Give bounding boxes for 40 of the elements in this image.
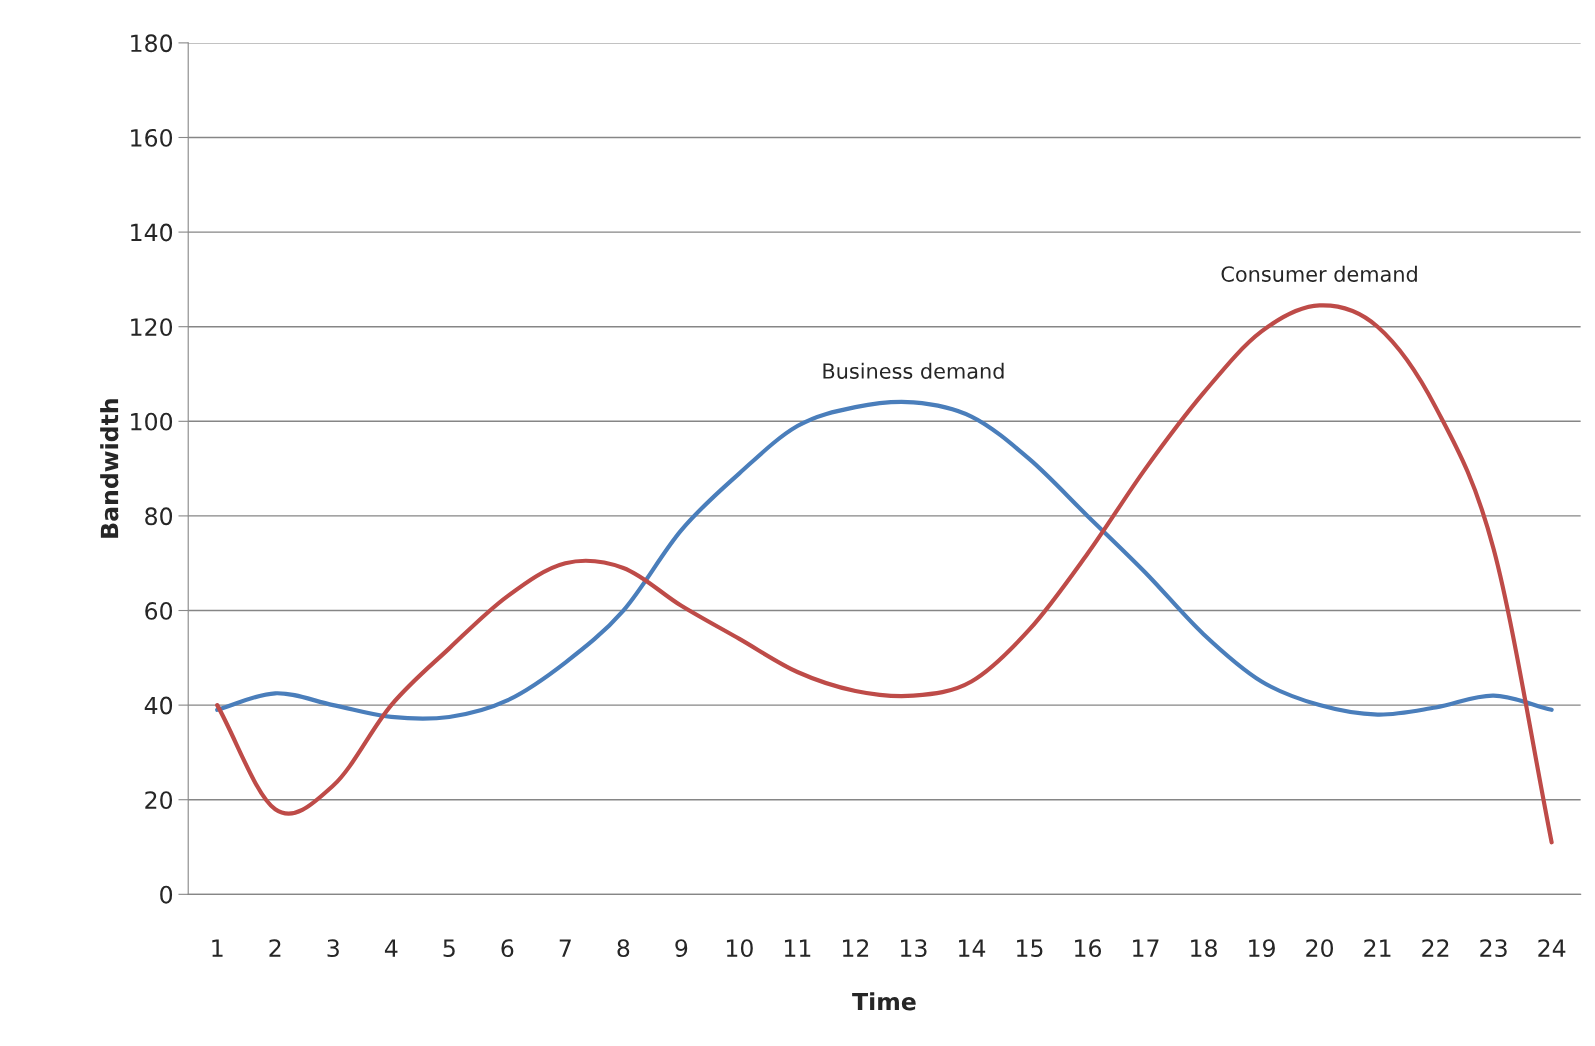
x-tick-label: 18 <box>1191 939 1217 958</box>
x-tick-label: 8 <box>617 939 630 958</box>
y-axis-title: Bandwidth <box>100 399 119 538</box>
x-tick-label: 16 <box>1075 939 1102 958</box>
x-tick-label: 1 <box>212 939 223 957</box>
x-tick-label: 21 <box>1364 939 1391 957</box>
x-tick-label: 19 <box>1249 939 1275 958</box>
y-tick-label: 0 <box>160 885 173 904</box>
x-tick-label: 3 <box>327 939 339 958</box>
y-tick-label: 80 <box>145 507 173 526</box>
y-tick-label: 120 <box>131 318 173 337</box>
x-tick-label: 10 <box>726 939 753 958</box>
y-tick-label: 160 <box>131 128 173 147</box>
series-label: Business demand <box>823 362 1004 379</box>
y-tick-label: 60 <box>145 601 173 620</box>
x-tick-label: 6 <box>501 939 514 958</box>
x-tick-label: 7 <box>559 939 571 957</box>
series-label: Consumer demand <box>1221 265 1417 282</box>
x-tick-label: 22 <box>1422 939 1449 957</box>
x-tick-label: 11 <box>784 939 811 957</box>
x-tick-label: 17 <box>1133 939 1159 957</box>
y-tick-label: 100 <box>131 412 173 431</box>
x-tick-label: 4 <box>384 939 398 957</box>
x-tick-label: 23 <box>1480 939 1507 958</box>
x-tick-label: 14 <box>959 939 986 957</box>
y-tick-label: 140 <box>131 223 173 242</box>
x-tick-label: 13 <box>901 939 927 958</box>
y-tick-label: 180 <box>131 34 173 53</box>
x-tick-label: 2 <box>269 939 281 957</box>
x-tick-label: 20 <box>1306 939 1334 958</box>
x-axis-title: Time <box>852 992 916 1011</box>
x-tick-label: 15 <box>1017 939 1043 958</box>
line-series <box>215 399 1554 721</box>
x-tick-label: 9 <box>675 939 688 958</box>
y-tick-label: 20 <box>145 791 173 810</box>
y-tick-label: 40 <box>144 696 173 715</box>
x-tick-label: 24 <box>1538 939 1566 957</box>
x-tick-label: 12 <box>842 939 869 957</box>
x-tick-label: 5 <box>443 939 455 958</box>
line-series <box>215 303 1554 845</box>
